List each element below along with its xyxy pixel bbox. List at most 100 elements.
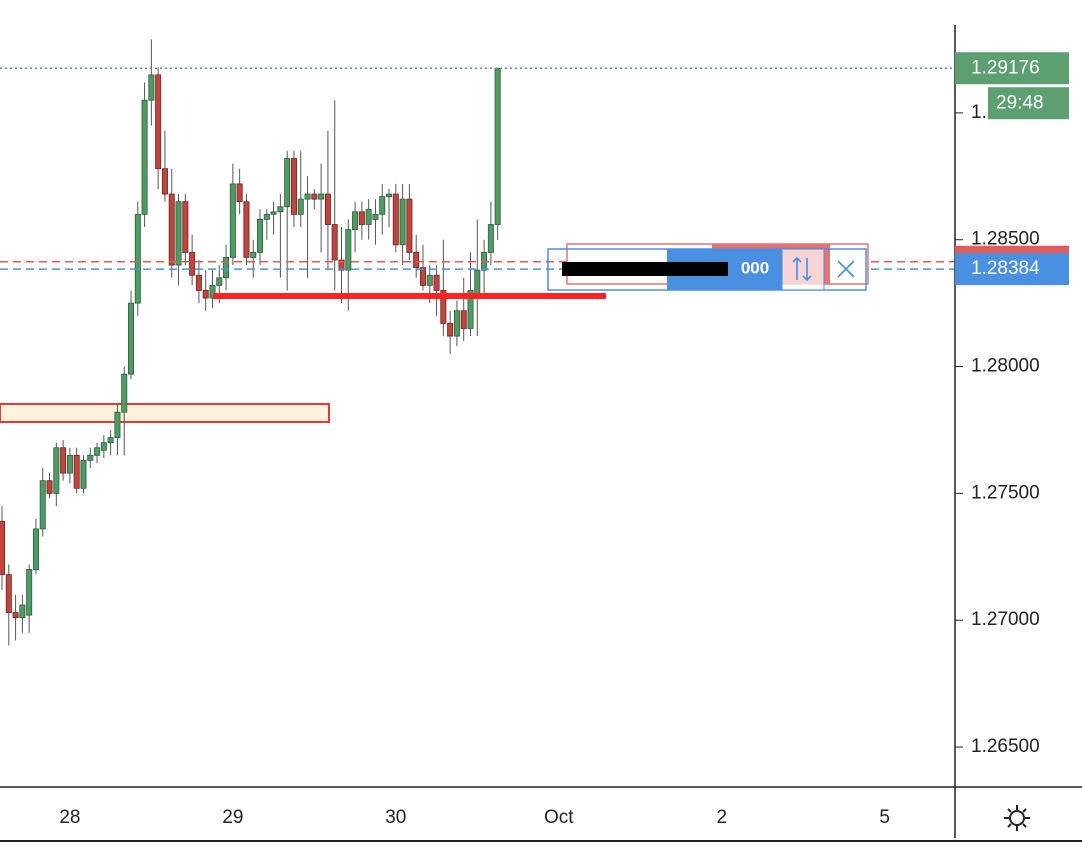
candle-body xyxy=(32,528,39,570)
candle-body xyxy=(474,269,481,296)
candle-body xyxy=(182,201,189,253)
candle-body xyxy=(304,193,311,200)
y-tick-label: 1.27000 xyxy=(971,609,1040,630)
candle-body xyxy=(5,574,12,614)
candle-body xyxy=(467,290,474,329)
candle-body xyxy=(352,211,359,230)
y-tick-label: 1.26500 xyxy=(971,736,1040,757)
candle-body xyxy=(128,302,135,375)
gear-teeth xyxy=(1004,805,1030,831)
candle-body xyxy=(175,201,182,266)
candle-body xyxy=(216,277,223,286)
candle-body xyxy=(223,257,230,279)
y-tick-label: 1.28000 xyxy=(971,356,1040,377)
candle-body xyxy=(161,168,168,195)
candle-body xyxy=(229,183,236,258)
candle-body xyxy=(290,158,297,215)
candle-body xyxy=(392,193,399,246)
zone-box xyxy=(0,403,330,423)
candle-body xyxy=(324,193,331,225)
candle-body xyxy=(209,284,216,299)
candle-body xyxy=(331,224,338,261)
candle-body xyxy=(121,373,128,413)
candle-body xyxy=(413,251,420,269)
order-label: 000 xyxy=(741,258,769,277)
candle-body xyxy=(386,193,393,197)
candle-body xyxy=(73,454,80,489)
y-tick-label: 1.27500 xyxy=(971,482,1040,503)
candle-body xyxy=(141,99,148,215)
price-label: 1.29176 xyxy=(971,57,1040,78)
candle-body xyxy=(365,208,372,225)
x-tick-label: 30 xyxy=(385,807,406,828)
x-tick-label: 29 xyxy=(222,807,243,828)
candle-body xyxy=(460,310,467,329)
candle-body xyxy=(426,274,433,286)
candle-body xyxy=(100,442,107,451)
candle-body xyxy=(202,290,209,299)
x-tick-label: 28 xyxy=(59,807,80,828)
candle-body xyxy=(19,604,26,619)
candle-body xyxy=(148,74,155,101)
price-label-box xyxy=(955,52,1069,85)
candle-body xyxy=(453,310,460,337)
candle-body xyxy=(60,447,67,474)
countdown: 29:48 xyxy=(996,92,1044,113)
candle-body xyxy=(107,437,114,444)
candle-body xyxy=(250,251,257,258)
redaction xyxy=(562,262,728,276)
candle-body xyxy=(94,447,101,456)
candle-body xyxy=(487,224,494,253)
settings-button[interactable] xyxy=(1004,805,1030,831)
candle-body xyxy=(379,196,386,215)
price-label: 1.28384 xyxy=(971,258,1040,279)
reverse-button[interactable] xyxy=(781,248,825,291)
candle-body xyxy=(39,480,46,530)
candle-body xyxy=(263,213,270,220)
candle-body xyxy=(257,219,264,253)
reverse-icon xyxy=(792,256,812,282)
candle-body xyxy=(12,612,19,619)
candle-body xyxy=(311,193,318,200)
candle-body xyxy=(46,480,53,494)
candle-body xyxy=(80,460,87,489)
x-tick-label: 2 xyxy=(716,807,727,828)
candles xyxy=(0,39,501,646)
candle-body xyxy=(155,74,162,170)
candle-body xyxy=(168,193,175,266)
candle-body xyxy=(26,569,33,616)
countdown-box xyxy=(988,87,1069,120)
gear-icon xyxy=(1009,810,1025,826)
candle-body xyxy=(338,259,345,271)
candle-body xyxy=(270,211,277,215)
candle-body xyxy=(372,213,379,220)
x-tick-label: Oct xyxy=(544,807,574,828)
order-widget[interactable]: 000 xyxy=(547,243,869,291)
candle-body xyxy=(134,213,141,304)
candle-body xyxy=(297,198,304,215)
candle-body xyxy=(440,290,447,324)
candle-body xyxy=(114,411,121,438)
candle-body xyxy=(277,206,284,213)
candle-body xyxy=(66,454,73,474)
candle-body xyxy=(284,158,291,208)
x-tick-label: 5 xyxy=(879,807,890,828)
candle-body xyxy=(399,198,406,246)
price-label-box xyxy=(955,253,1069,286)
candle-body xyxy=(0,520,5,575)
axis-layer: 1.265001.270001.275001.280001.285001.290… xyxy=(59,52,1069,828)
candle-body xyxy=(53,447,60,494)
candle-body xyxy=(358,211,365,225)
candle-body xyxy=(243,201,250,258)
candle-body xyxy=(447,323,454,337)
candle-body xyxy=(345,229,352,271)
candle-body xyxy=(236,183,243,203)
close-icon[interactable] xyxy=(837,260,855,278)
y-tick-label: 1.28500 xyxy=(971,229,1040,250)
candle-body xyxy=(195,274,202,291)
candle-body xyxy=(87,454,94,461)
candle-body xyxy=(189,251,196,276)
candle-body xyxy=(419,267,426,286)
